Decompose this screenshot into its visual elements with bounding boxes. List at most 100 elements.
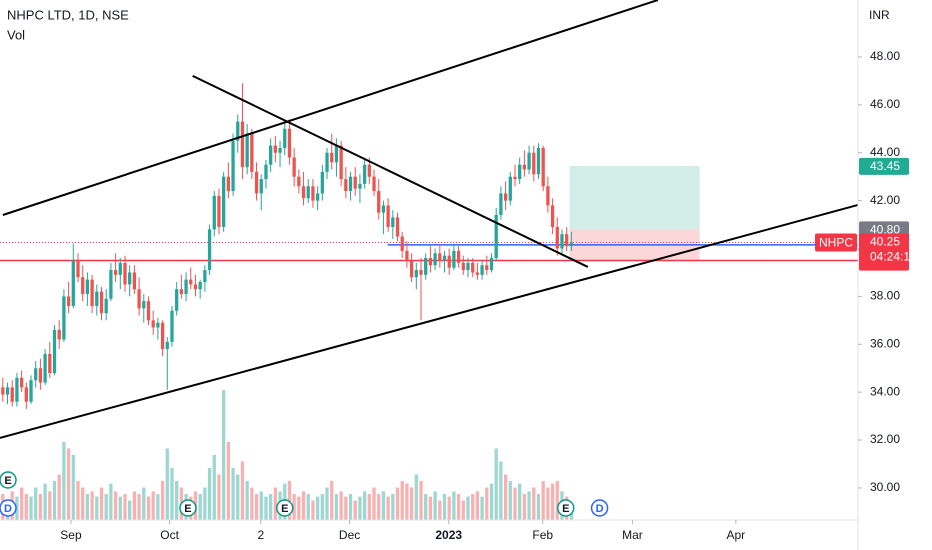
candle-body <box>386 205 390 227</box>
candle-body <box>15 377 19 402</box>
candle-body <box>118 262 122 275</box>
event-label: D <box>4 503 12 515</box>
candle-body <box>546 186 550 206</box>
candle-body <box>236 121 240 141</box>
volume-bar <box>325 487 329 520</box>
volume-bar <box>113 491 118 520</box>
volume-bar <box>175 481 179 520</box>
candle-body <box>193 284 198 290</box>
candle-body <box>104 298 108 314</box>
candle-body <box>34 368 38 381</box>
candle-body <box>292 157 296 177</box>
candle-body <box>165 341 169 350</box>
volume-bar <box>306 494 310 520</box>
candle-body <box>541 147 545 187</box>
volume-bar <box>71 455 75 520</box>
symbol-badge-label: NHPC <box>819 236 853 250</box>
volume-bar <box>494 448 498 520</box>
volume-bar <box>76 481 80 520</box>
candle-body <box>231 140 235 192</box>
volume-bar <box>34 487 38 520</box>
candle-body <box>367 164 371 177</box>
candle-body <box>48 353 52 374</box>
candle-body <box>90 279 94 306</box>
candle-body <box>330 152 334 163</box>
candle-body <box>43 353 47 383</box>
volume-bar <box>151 491 155 520</box>
candle-body <box>76 260 80 278</box>
candle-body <box>405 250 409 261</box>
volume-bar <box>362 491 367 520</box>
volume-bar <box>391 494 395 520</box>
event-icon <box>590 499 609 517</box>
candle-body <box>447 255 451 268</box>
candle-body <box>142 301 146 309</box>
volume-bar <box>480 496 484 520</box>
event-icon <box>0 499 17 517</box>
volume-bar <box>466 496 470 520</box>
trend-line <box>192 74 589 268</box>
volume-bar <box>428 496 433 520</box>
volume-bar <box>367 494 371 520</box>
last-price-label: 40.25 <box>870 235 900 249</box>
event-icon <box>179 499 197 517</box>
x-tick-label: 2 <box>257 528 264 542</box>
volume-bar <box>269 494 273 520</box>
volume-bar <box>156 494 160 520</box>
candle-body <box>175 289 179 311</box>
volume-bar <box>231 468 235 520</box>
candle-body <box>560 234 564 249</box>
candle-body <box>24 387 28 402</box>
candle-body <box>170 310 174 342</box>
event-label: E <box>4 475 11 487</box>
volume-bar <box>66 448 71 520</box>
candle-body <box>532 152 536 175</box>
candle-body <box>19 377 24 388</box>
candle-body <box>461 262 465 271</box>
candle-body <box>99 291 104 314</box>
volume-bar <box>254 494 259 520</box>
volume-bar <box>128 500 132 520</box>
volume-bar <box>226 442 231 520</box>
candle-body <box>377 191 381 213</box>
x-tick-label: Oct <box>160 528 179 542</box>
candle-body <box>203 270 207 283</box>
volume-bar <box>377 494 381 520</box>
volume-bar <box>137 494 141 520</box>
candle-body <box>306 186 310 199</box>
volume-bar <box>90 491 94 520</box>
volume-bar <box>400 481 404 520</box>
event-label: E <box>281 503 288 515</box>
volume-bar <box>442 494 447 520</box>
volume-bar <box>348 494 353 520</box>
x-tick-label: Dec <box>339 528 360 542</box>
volume-bar <box>109 483 113 520</box>
candle-body <box>489 258 494 271</box>
candle-body <box>109 270 113 299</box>
candle-body <box>424 258 428 275</box>
candle-body <box>565 234 569 247</box>
volume-bar <box>38 494 43 520</box>
candle-body <box>339 145 343 180</box>
volume-bar <box>527 491 531 520</box>
candle-body <box>226 176 231 192</box>
volume-bar <box>456 494 461 520</box>
volume-bar <box>142 487 146 520</box>
candle-body <box>503 193 508 201</box>
volume-bar <box>203 487 207 520</box>
candle-body <box>381 205 386 213</box>
candle-body <box>344 179 348 192</box>
last-price-badge <box>859 233 909 267</box>
volume-bar <box>405 483 409 520</box>
candle-body <box>62 296 66 340</box>
volume-bar <box>513 487 517 520</box>
candle-body <box>508 176 512 201</box>
candle-body <box>132 272 137 290</box>
volume-bar <box>301 491 306 520</box>
volume-bar <box>485 487 489 520</box>
candle-body <box>184 279 188 294</box>
candle-body <box>240 121 245 168</box>
